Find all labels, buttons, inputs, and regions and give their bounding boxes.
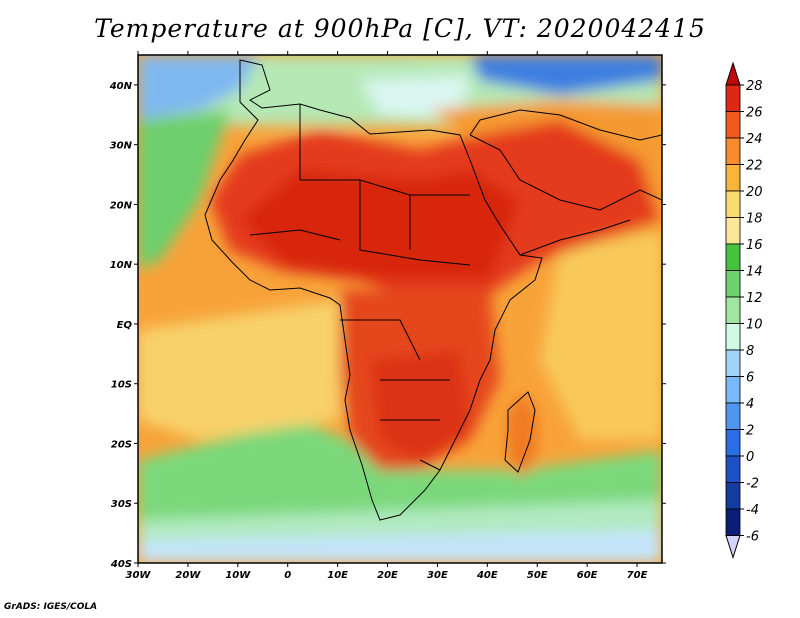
lat-tick-label: 30S [111, 499, 132, 510]
colorbar-swatch [725, 349, 741, 377]
plot-frame [137, 54, 663, 564]
colorbar-swatch [725, 323, 741, 351]
colorbar-label: 6 [746, 371, 754, 386]
colorbar-swatch [725, 429, 741, 457]
colorbar-label: 20 [746, 185, 763, 200]
colorbar-top-arrow [725, 61, 741, 86]
colorbar-label: 22 [746, 159, 763, 174]
map-title: Temperature at 900hPa [C], VT: 202004241… [94, 14, 706, 43]
coastlines [204, 59, 662, 521]
colorbar-label: 26 [746, 106, 763, 121]
lat-tick-label: 10N [110, 260, 133, 271]
colorbar-swatch [725, 111, 741, 139]
colorbar-swatch [725, 508, 741, 536]
lat-tick-label: 30N [110, 141, 133, 152]
colorbar-label: 12 [746, 291, 763, 306]
colorbar-label: -2 [746, 477, 759, 492]
lon-tick-label: 10E [327, 570, 348, 581]
colorbar-label: 4 [746, 397, 754, 412]
colorbar-label: -6 [746, 530, 759, 545]
colorbar-swatch [725, 455, 741, 483]
colorbar-label: 14 [746, 265, 763, 280]
colorbar-swatch [725, 137, 741, 165]
lat-tick-label: 40N [109, 81, 133, 92]
latitude-axis: 40N 30N 20N 10N EQ 10S 20S 30S 40S [109, 81, 666, 570]
colorbar-swatch [725, 402, 741, 430]
colorbar-swatch [725, 84, 741, 112]
colorbar-swatch [725, 190, 741, 218]
lon-tick-label: 60E [577, 570, 598, 581]
colorbar-swatch [725, 270, 741, 298]
colorbar-bottom-arrow [725, 535, 741, 560]
colorbar-swatch [725, 164, 741, 192]
colorbar-swatch [725, 243, 741, 271]
lon-tick-label: 70E [627, 570, 648, 581]
lon-tick-label: 30E [427, 570, 448, 581]
lat-tick-label: 20S [111, 439, 132, 450]
colorbar-swatch [725, 376, 741, 404]
colorbar-label: 8 [746, 344, 754, 359]
colorbar-swatch [725, 217, 741, 245]
colorbar-swatch [725, 482, 741, 510]
lat-tick-label: 20N [110, 200, 133, 211]
colorbar-label: 16 [746, 238, 763, 253]
colorbar-label: 10 [746, 318, 763, 333]
colorbar-swatch [725, 296, 741, 324]
lon-tick-label: 40E [476, 570, 498, 581]
colorbar-label: 2 [746, 424, 754, 439]
lon-tick-label: 30W [126, 570, 152, 581]
colorbar-label: 28 [746, 79, 763, 94]
lon-tick-label: 20E [377, 570, 398, 581]
colorbar-label: 24 [746, 132, 763, 147]
lon-tick-label: 0 [284, 570, 291, 581]
temperature-field [138, 55, 662, 563]
longitude-axis: 30W 20W 10W 0 10E 20E 30E 40E 50E 60E 70E [126, 51, 648, 581]
colorbar-label: 0 [746, 450, 754, 465]
lat-tick-label: EQ [117, 320, 133, 331]
lon-tick-label: 20W [175, 570, 201, 581]
lon-tick-label: 10W [225, 570, 251, 581]
lon-tick-label: 50E [527, 570, 548, 581]
lat-tick-label: 40S [110, 559, 132, 570]
colorbar-label: 18 [746, 212, 763, 227]
colorbar-label: -4 [746, 503, 759, 518]
lat-tick-label: 10S [111, 380, 132, 391]
credit-text: GrADS: IGES/COLA [4, 602, 98, 612]
